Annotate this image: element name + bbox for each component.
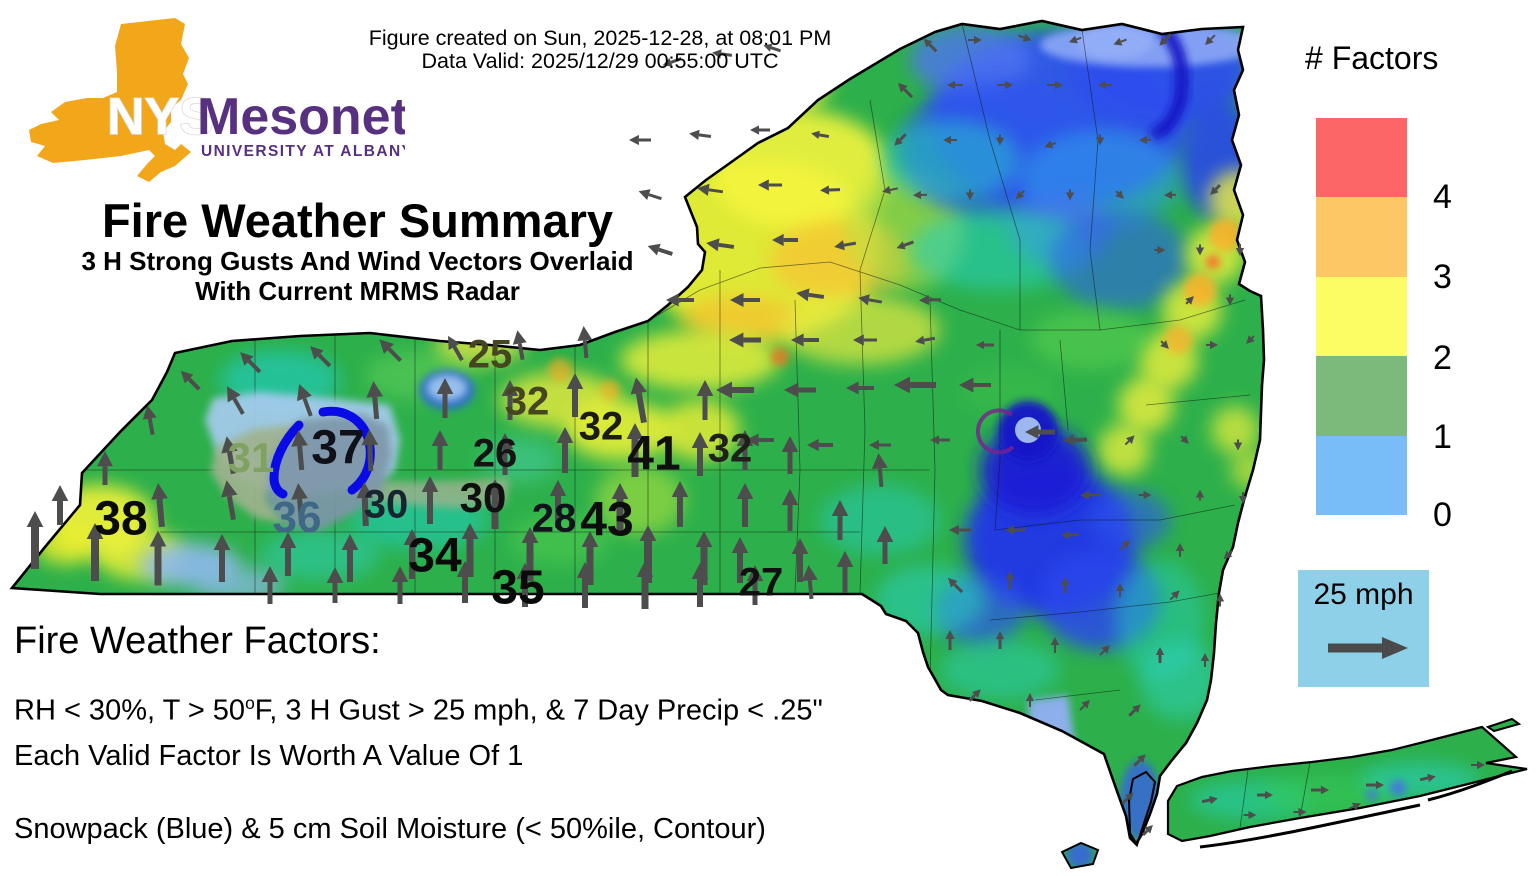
state-outline xyxy=(9,19,1528,870)
gust-value-label: 34 xyxy=(408,529,462,582)
legend-label-3: 3 xyxy=(1433,258,1452,296)
legend-label-2: 2 xyxy=(1433,339,1452,377)
gust-value-label: 35 xyxy=(491,561,544,614)
logo-ny-state-shape xyxy=(29,18,191,182)
gust-value-label: 30 xyxy=(460,474,507,521)
gust-value-label: 30 xyxy=(364,482,409,526)
factors-definition: RH < 30%, T > 50oF, 3 H Gust > 25 mph, &… xyxy=(14,693,823,727)
wind-scale-box xyxy=(1298,570,1429,687)
subtitle-line2: With Current MRMS Radar xyxy=(195,276,520,306)
gust-value-label: 43 xyxy=(580,493,633,546)
legend-swatch-4 xyxy=(1316,118,1407,198)
gust-value-label: 31 xyxy=(228,434,275,481)
gust-value-label: 37 xyxy=(311,421,364,474)
data-valid-line: Data Valid: 2025/12/29 00:55:00 UTC xyxy=(421,49,779,73)
gust-value-label: 36 xyxy=(273,493,322,542)
legend-label-0: 0 xyxy=(1433,496,1452,534)
nys-mesonet-logo: NYS Mesonet UNIVERSITY AT ALBANY xyxy=(29,18,405,182)
logo-university-text: UNIVERSITY AT ALBANY xyxy=(201,143,405,160)
factor-value-note: Each Valid Factor Is Worth A Value Of 1 xyxy=(14,740,524,772)
wind-scale-arrow-icon xyxy=(1328,637,1408,659)
factors-colorbar xyxy=(1316,118,1407,516)
overlay-note: Snowpack (Blue) & 5 cm Soil Moisture (< … xyxy=(14,813,766,845)
title-block: Fire Weather Summary 3 H Strong Gusts An… xyxy=(25,194,690,307)
factors-heading: Fire Weather Factors: xyxy=(14,620,381,662)
figure-timestamps: Figure created on Sun, 2025-12-28, at 08… xyxy=(300,27,900,73)
wind-scale-label: 25 mph xyxy=(1313,578,1414,611)
figure-created-line: Figure created on Sun, 2025-12-28, at 08… xyxy=(368,26,832,50)
gust-value-label: 32 xyxy=(579,404,624,448)
legend-swatch-2 xyxy=(1316,276,1407,357)
legend-swatch-3 xyxy=(1316,197,1407,277)
gust-value-label: 25 xyxy=(468,332,513,376)
gust-value-label: 38 xyxy=(94,492,147,545)
logo-mesonet-text: Mesonet xyxy=(197,88,405,146)
degree-symbol: o xyxy=(245,693,255,713)
legend-label-4: 4 xyxy=(1433,178,1452,216)
legend-swatch-0 xyxy=(1316,435,1407,516)
logo-nys-text: NYS xyxy=(107,88,214,146)
gust-value-label: 27 xyxy=(739,560,784,604)
legend-title: # Factors xyxy=(1305,40,1439,76)
legend-label-1: 1 xyxy=(1433,418,1452,456)
gust-value-label: 32 xyxy=(708,426,753,470)
subtitle-line1: 3 H Strong Gusts And Wind Vectors Overla… xyxy=(81,246,634,276)
barrier-islands xyxy=(1199,769,1513,849)
page-title: Fire Weather Summary xyxy=(101,194,614,247)
gust-value-label: 28 xyxy=(532,496,577,540)
gust-value-label: 32 xyxy=(505,379,550,423)
wind-vector-layer xyxy=(26,33,1485,837)
legend-swatch-1 xyxy=(1316,356,1407,436)
gust-value-label: 26 xyxy=(473,431,518,475)
gust-value-label: 41 xyxy=(627,427,680,480)
